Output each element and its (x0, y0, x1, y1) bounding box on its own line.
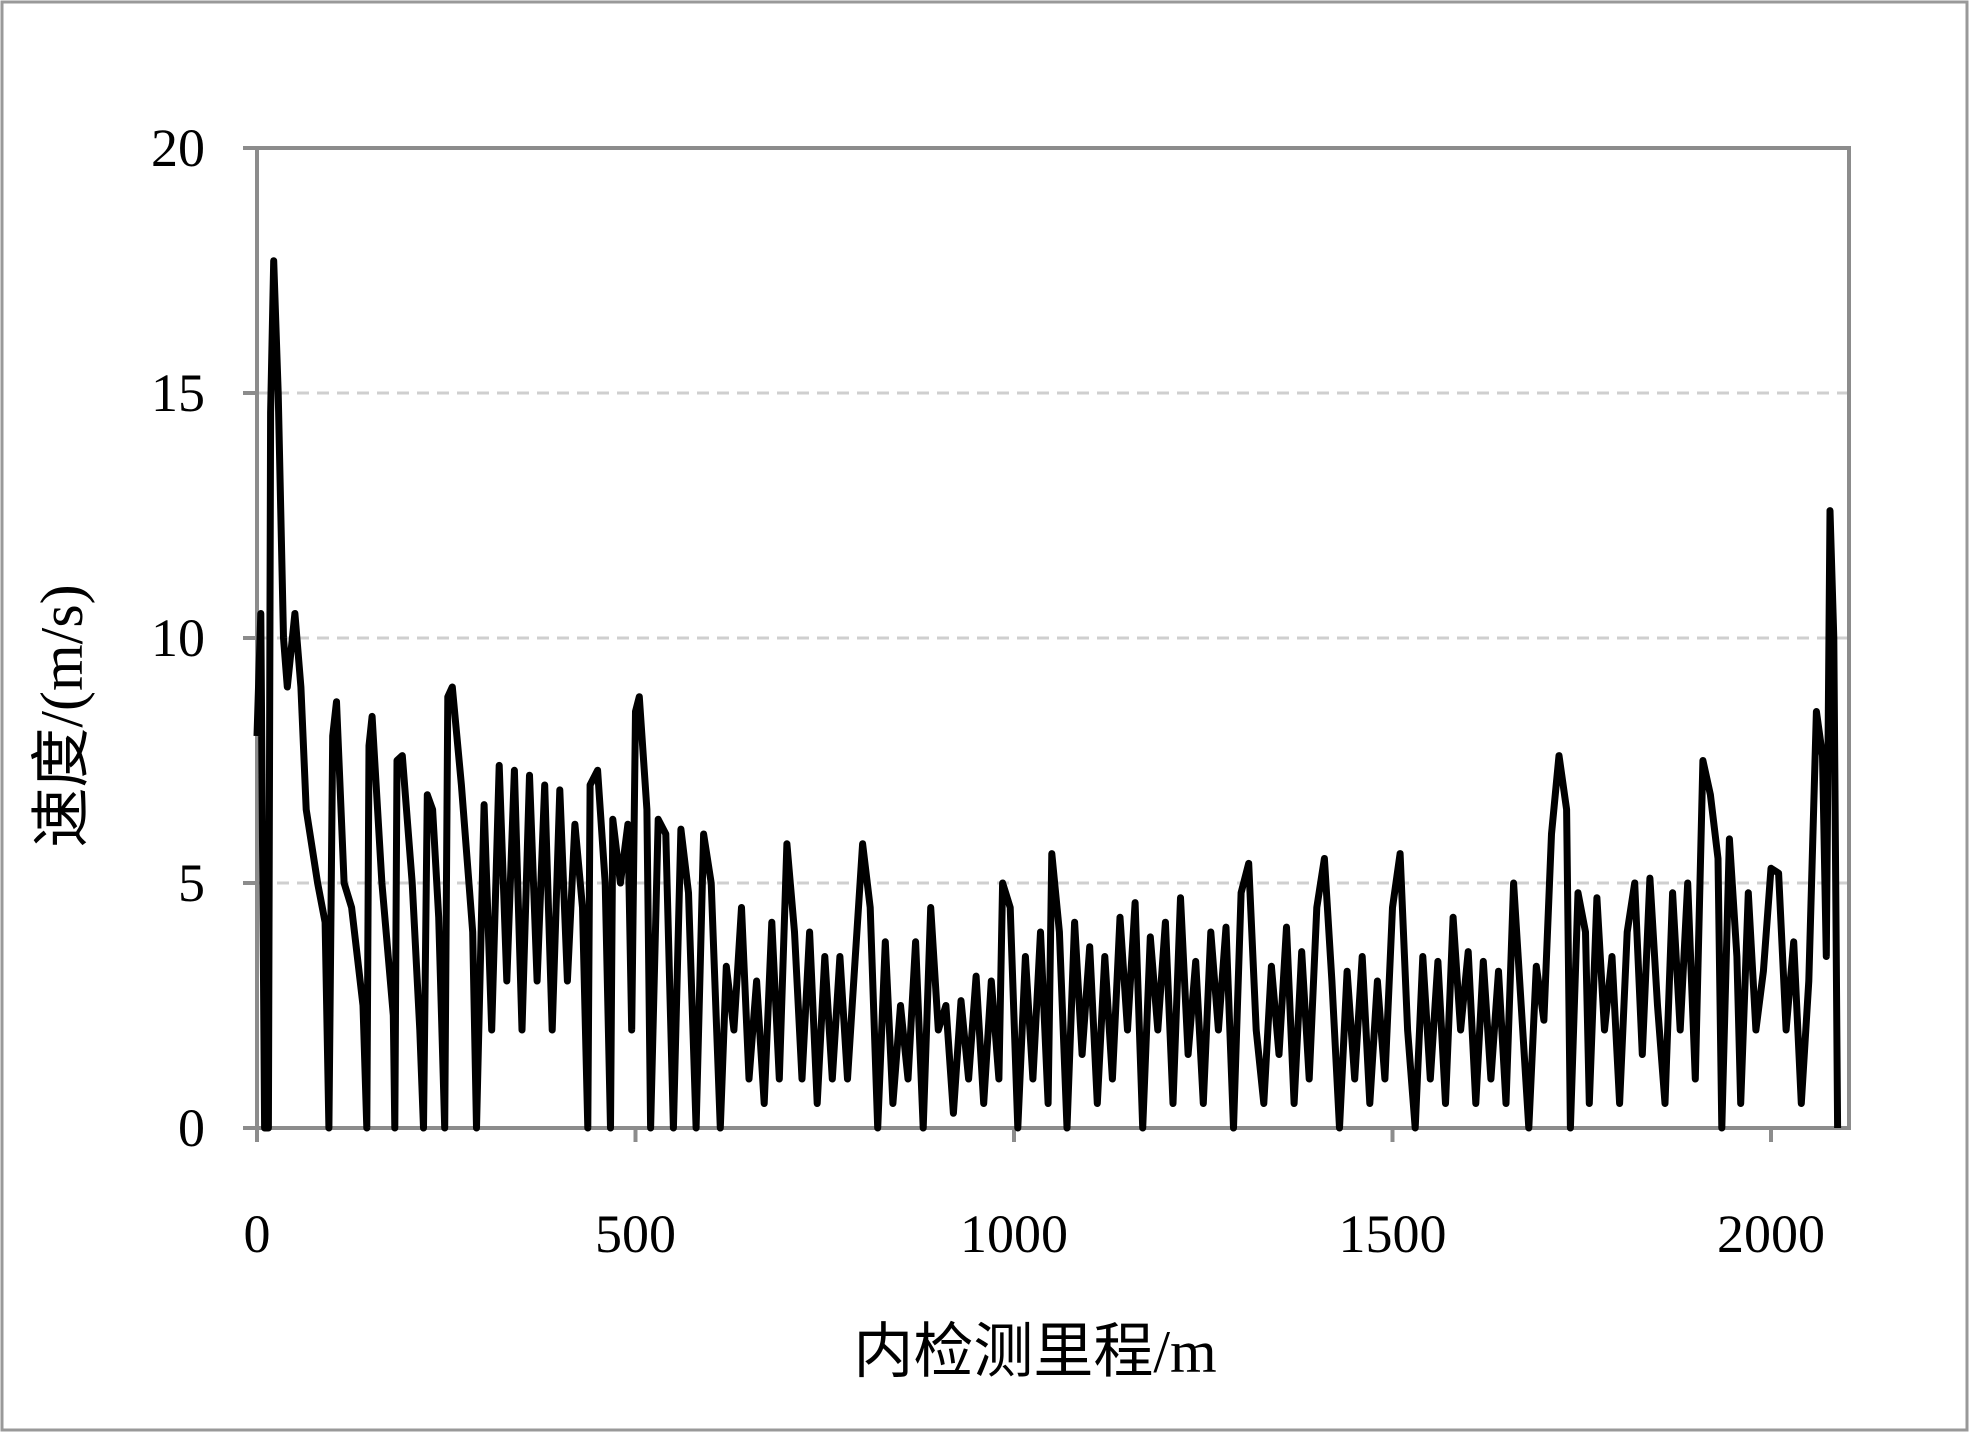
x-tick-label: 1500 (1339, 1204, 1447, 1264)
x-tick-label: 1000 (960, 1204, 1068, 1264)
y-tick-label: 5 (178, 853, 205, 913)
y-tick-label: 15 (151, 363, 205, 423)
y-tick-label: 0 (178, 1098, 205, 1158)
x-axis-title: 内检测里程/m (853, 1319, 1216, 1385)
y-tick-label: 10 (151, 608, 205, 668)
x-tick-label: 2000 (1717, 1204, 1825, 1264)
x-tick-label: 0 (244, 1204, 271, 1264)
y-tick-label: 20 (151, 118, 205, 178)
y-axis-title: 速度/(m/s) (29, 584, 95, 847)
speed-series-line (253, 257, 1842, 1132)
x-tick-label: 500 (595, 1204, 676, 1264)
